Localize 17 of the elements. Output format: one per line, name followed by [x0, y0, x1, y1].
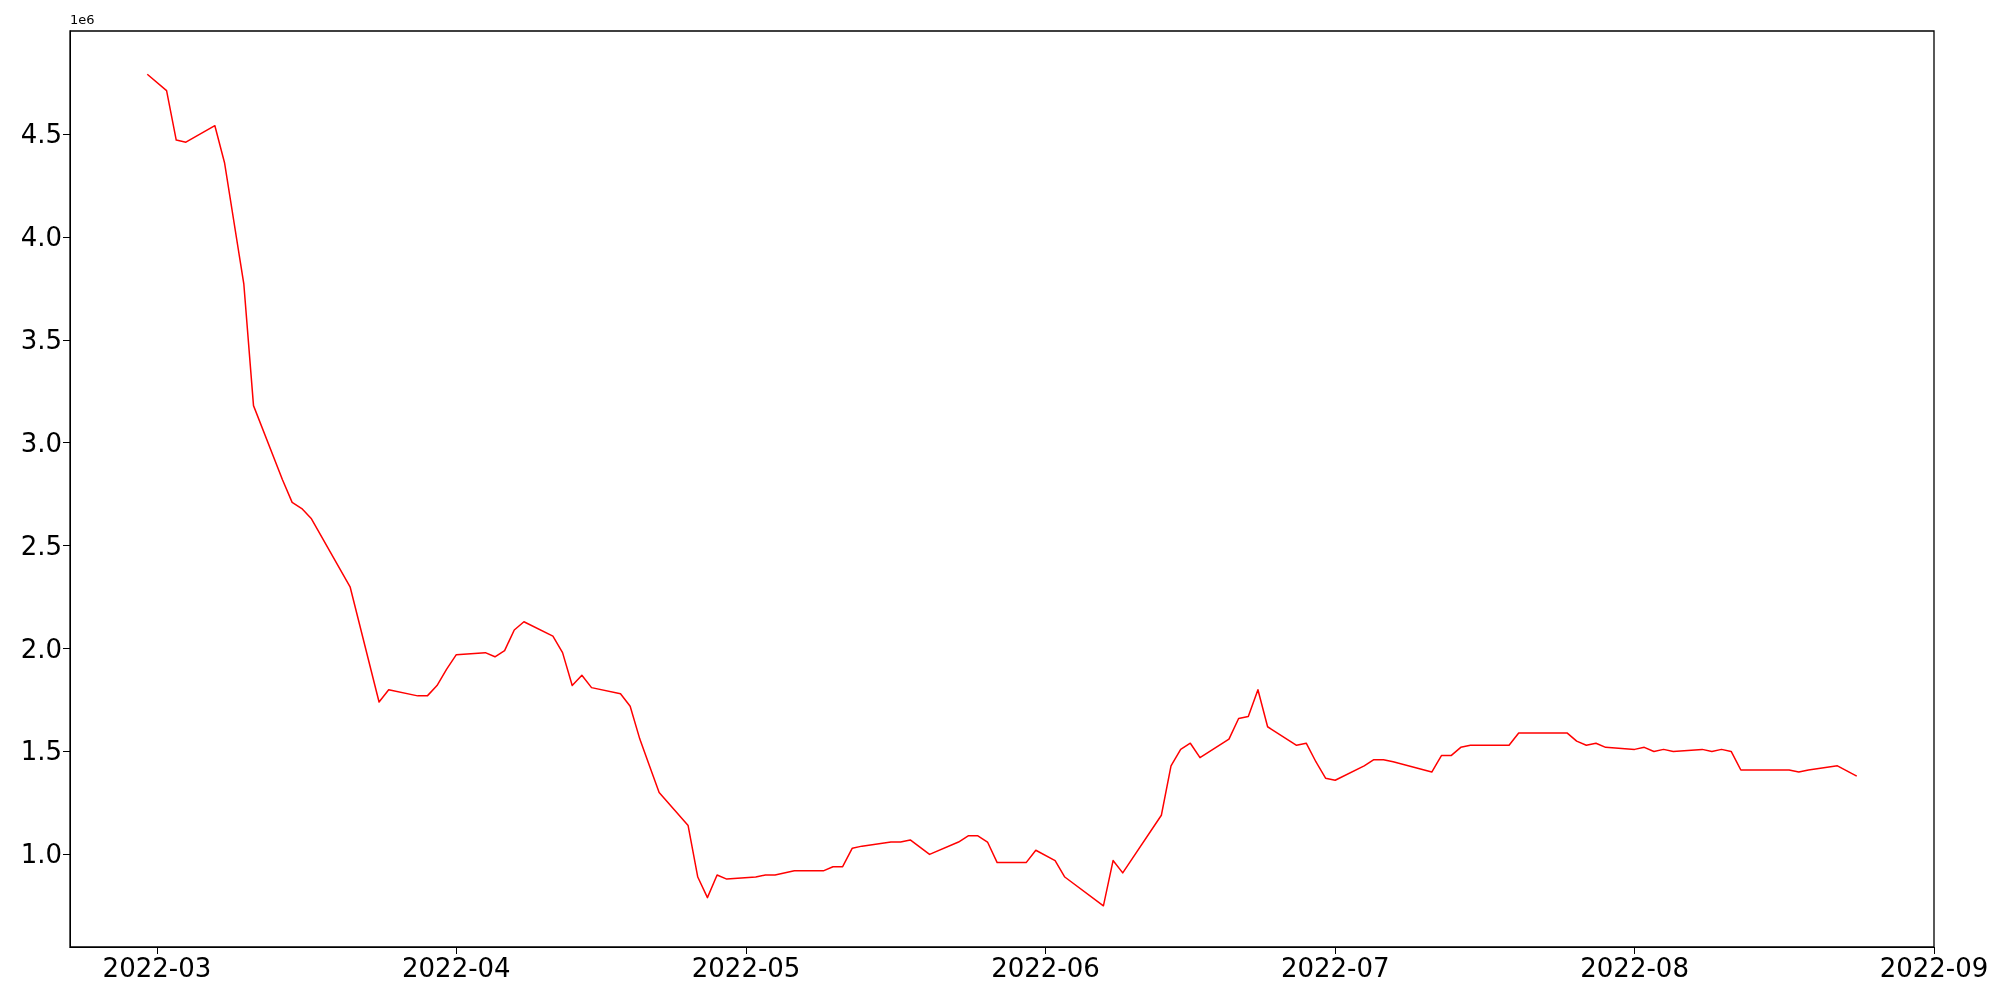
- y-tick-label: 3.0: [20, 427, 62, 458]
- x-tick-label: 2022-03: [102, 953, 212, 983]
- y-tick-label: 4.5: [20, 118, 62, 149]
- x-tick-label: 2022-08: [1580, 953, 1689, 983]
- x-tick-label: 2022-09: [1879, 953, 1989, 983]
- y-tick-label: 2.5: [20, 530, 62, 561]
- x-tick-label: 2022-04: [402, 953, 511, 983]
- y-tick-label: 1.5: [20, 736, 62, 767]
- y-tick-label: 4.0: [20, 221, 62, 252]
- x-tick-label: 2022-06: [991, 953, 1100, 983]
- line-series: [146, 73, 1858, 907]
- y-tick-label: 2.0: [20, 633, 62, 664]
- y-tick-label: 1.0: [20, 839, 62, 870]
- text: 1e6: [70, 12, 95, 27]
- y-tick-label: 3.5: [20, 324, 62, 355]
- x-tick-label: 2022-07: [1280, 953, 1390, 983]
- x-tick-label: 2022-05: [691, 953, 801, 983]
